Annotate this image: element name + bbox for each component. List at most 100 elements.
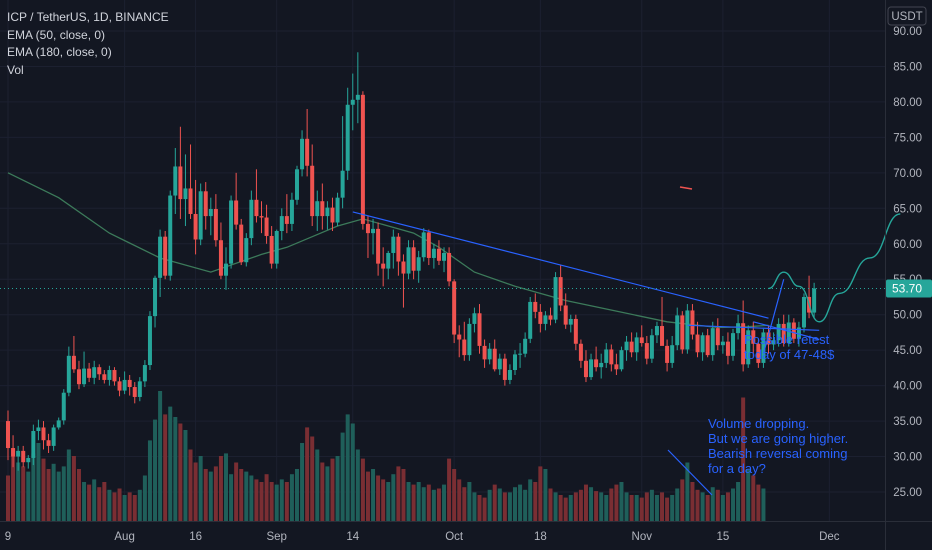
volume-bar <box>249 475 254 521</box>
candle-body <box>472 313 477 324</box>
price-tick-label: 45.00 <box>893 345 922 357</box>
price-tick-label: 50.00 <box>893 310 922 322</box>
candle-body <box>254 199 259 217</box>
candle-body <box>274 231 279 264</box>
candle-body <box>11 448 16 457</box>
volume-bar <box>147 440 152 521</box>
symbol-title[interactable]: ICP / TetherUS, 1D, BINANCE <box>7 10 169 24</box>
volume-bar <box>741 397 746 521</box>
candle-body <box>396 236 401 262</box>
candle-body <box>300 138 305 170</box>
candle-body <box>497 358 502 370</box>
candle-body <box>188 188 193 214</box>
volume-bar <box>6 475 10 521</box>
volume-bar <box>685 462 690 521</box>
candle-body <box>284 216 289 224</box>
volume-bar <box>117 488 122 521</box>
candle-body <box>325 207 330 217</box>
candle-body <box>107 370 112 380</box>
candle-body <box>553 277 558 320</box>
volume-bar <box>21 466 26 521</box>
volume-bar <box>325 466 330 521</box>
volume-bar <box>421 487 426 521</box>
time-tick-label: 9 <box>5 531 11 543</box>
volume-bar <box>244 471 249 521</box>
volume-bar <box>736 482 741 521</box>
price-tick-label: 40.00 <box>893 381 922 393</box>
volume-bar <box>112 492 117 521</box>
volume-bar <box>355 449 360 521</box>
volume-bar <box>16 462 21 521</box>
volume-bar <box>472 492 477 521</box>
currency-label: USDT <box>891 11 922 23</box>
volume-bar <box>624 492 629 521</box>
candle-body <box>812 288 817 313</box>
volume-bar <box>365 471 370 521</box>
candle-body <box>578 343 583 361</box>
candle-body <box>452 281 457 335</box>
indicator-ema180[interactable]: EMA (180, close, 0) <box>7 45 112 59</box>
candle-body <box>87 368 92 378</box>
volume-bar <box>401 469 406 521</box>
volume-bar <box>604 495 609 521</box>
candle-body <box>137 381 142 397</box>
candle-body <box>781 323 786 344</box>
volume-bar <box>518 484 523 521</box>
candle-body <box>163 236 168 276</box>
volume-bar <box>56 471 61 521</box>
volume-note-line: Bearish reversal coming <box>708 446 847 461</box>
candle-body <box>751 330 756 344</box>
time-tick-label: Aug <box>114 531 134 543</box>
volume-bar <box>731 488 736 521</box>
candle-body <box>112 370 117 382</box>
candle-body <box>406 247 411 274</box>
price-tick-label: 65.00 <box>893 203 922 215</box>
retest-arrow-line <box>753 321 820 341</box>
candle-body <box>153 277 158 317</box>
candle-body <box>685 310 690 350</box>
volume-bar <box>376 475 381 521</box>
time-tick-label: Dec <box>819 531 840 543</box>
candle-body <box>710 328 715 356</box>
volume-bar <box>178 423 183 521</box>
volume-bar <box>310 436 315 521</box>
volume-bar <box>558 495 563 521</box>
support-line <box>687 324 820 331</box>
candle-body <box>462 339 467 356</box>
price-tick-label: 30.00 <box>893 452 922 464</box>
volume-note-line: for a day? <box>708 461 766 476</box>
candle-body <box>294 169 299 200</box>
retest-note-line: Possible retest <box>744 332 830 347</box>
time-tick-label: 15 <box>716 531 729 543</box>
ema-lines <box>7 172 769 329</box>
volume-bar <box>158 391 163 521</box>
volume-bar <box>583 484 588 521</box>
volume-note-line: But we are going higher. <box>708 431 848 446</box>
indicator-ema50[interactable]: EMA (50, close, 0) <box>7 27 106 42</box>
volume-bar <box>543 469 548 521</box>
volume-bar <box>477 495 482 521</box>
candle-body <box>31 431 36 458</box>
candle-body <box>447 252 452 282</box>
volume-bar <box>573 492 578 521</box>
volume-bar <box>644 492 649 521</box>
volume-bar <box>513 487 517 521</box>
candle-body <box>690 310 695 335</box>
volume-bar <box>675 488 680 521</box>
volume-bar <box>457 479 462 521</box>
volume-bar <box>46 469 51 521</box>
indicator-volume[interactable]: Vol <box>7 62 24 77</box>
volume-bar <box>553 492 558 521</box>
volume-bar <box>452 469 457 521</box>
candle-body <box>482 345 487 360</box>
volume-bar <box>163 414 168 521</box>
price-tick-label: 60.00 <box>893 239 922 251</box>
candle-body <box>421 232 426 258</box>
candle-body <box>92 367 97 378</box>
candle-body <box>320 201 325 217</box>
currency-badge <box>887 6 927 26</box>
volume-bar <box>264 474 269 521</box>
volume-bar <box>649 489 654 521</box>
